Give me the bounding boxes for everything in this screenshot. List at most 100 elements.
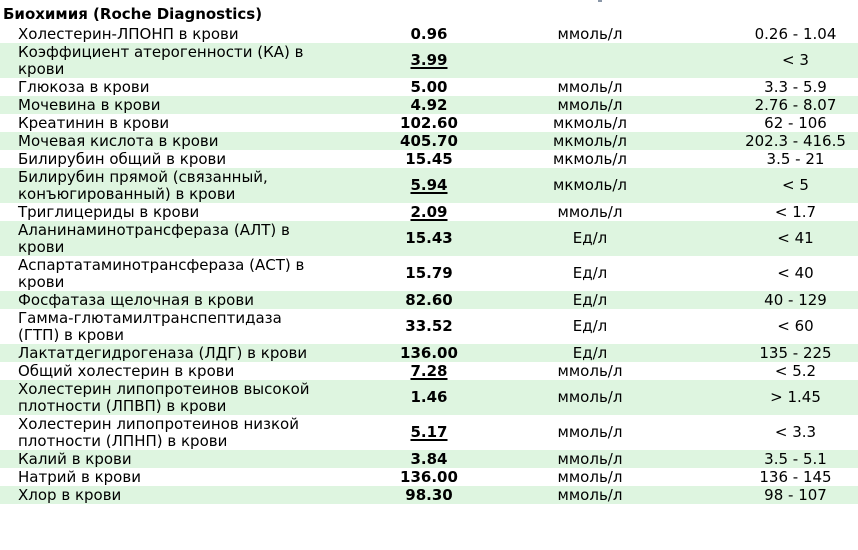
test-value: 2.09 [410, 203, 448, 221]
test-unit: мкмоль/л [553, 176, 627, 194]
test-unit: ммоль/л [557, 450, 623, 468]
test-value: 5.00 [410, 78, 448, 96]
test-value: 102.60 [400, 114, 458, 132]
result-row: Фосфатаза щелочная в крови 82.60 Ед/л 40… [0, 291, 858, 309]
result-row: Калий в крови 3.84 ммоль/л 3.5 - 5.1 [0, 450, 858, 468]
test-value: 33.52 [405, 317, 453, 335]
test-unit: Ед/л [572, 344, 608, 362]
test-unit: мкмоль/л [553, 150, 627, 168]
reference-range: 0.26 - 1.04 [754, 25, 837, 43]
test-name: Мочевина в крови [18, 96, 161, 114]
reference-range: < 5 [782, 176, 809, 194]
test-unit: Ед/л [572, 264, 608, 282]
test-value: 7.28 [410, 362, 448, 380]
reference-range: 40 - 129 [764, 291, 827, 309]
test-value: 15.45 [405, 150, 453, 168]
reference-range: 136 - 145 [759, 468, 832, 486]
reference-range: 2.76 - 8.07 [754, 96, 837, 114]
test-name: Глюкоза в крови [18, 78, 150, 96]
reference-range: 202.3 - 416.5 [745, 132, 846, 150]
result-row: Глюкоза в крови 5.00 ммоль/л 3.3 - 5.9 [0, 78, 858, 96]
test-name: Натрий в крови [18, 468, 141, 486]
reference-range: < 40 [777, 264, 814, 282]
test-name: Аспартатаминотрансфераза (АСТ) в крови [18, 256, 305, 291]
reference-range: 3.5 - 21 [766, 150, 825, 168]
test-name: Мочевая кислота в крови [18, 132, 219, 150]
reference-range: < 5.2 [774, 362, 817, 380]
test-unit: ммоль/л [557, 25, 623, 43]
test-value: 98.30 [405, 486, 453, 504]
reference-range: < 41 [777, 229, 814, 247]
result-row: Мочевая кислота в крови 405.70 мкмоль/л … [0, 132, 858, 150]
result-row: Хлор в крови 98.30 ммоль/л 98 - 107 [0, 486, 858, 504]
test-value: 3.84 [410, 450, 448, 468]
results-table-body: Холестерин-ЛПОНП в крови 0.96 ммоль/л 0.… [0, 25, 858, 504]
result-row: Натрий в крови 136.00 ммоль/л 136 - 145 [0, 468, 858, 486]
test-unit: ммоль/л [557, 96, 623, 114]
result-row: Триглицериды в крови 2.09 ммоль/л < 1.7 [0, 203, 858, 221]
clipped-glyph-artifact [598, 0, 602, 2]
result-row: Общий холестерин в крови 7.28 ммоль/л < … [0, 362, 858, 380]
reference-range: < 3.3 [774, 423, 817, 441]
test-value: 15.79 [405, 264, 453, 282]
test-unit: ммоль/л [557, 78, 623, 96]
test-value: 4.92 [410, 96, 448, 114]
test-name: Фосфатаза щелочная в крови [18, 291, 254, 309]
test-value: 82.60 [405, 291, 453, 309]
test-name: Билирубин общий в крови [18, 150, 227, 168]
result-row: Аспартатаминотрансфераза (АСТ) в крови 1… [0, 256, 858, 291]
test-unit: Ед/л [572, 291, 608, 309]
test-name: Общий холестерин в крови [18, 362, 235, 380]
reference-range: 98 - 107 [764, 486, 827, 504]
test-value: 0.96 [410, 25, 448, 43]
test-value: 15.43 [405, 229, 453, 247]
test-value: 5.17 [410, 423, 448, 441]
test-unit: ммоль/л [557, 203, 623, 221]
result-row: Коэффициент атерогенности (КА) в крови 3… [0, 43, 858, 78]
result-row: Лактатдегидрогеназа (ЛДГ) в крови 136.00… [0, 344, 858, 362]
result-row: Холестерин липопротеинов низкой плотност… [0, 415, 858, 450]
test-name: Калий в крови [18, 450, 132, 468]
result-row: Мочевина в крови 4.92 ммоль/л 2.76 - 8.0… [0, 96, 858, 114]
test-name: Триглицериды в крови [18, 203, 200, 221]
test-unit: ммоль/л [557, 486, 623, 504]
reference-range: 3.3 - 5.9 [764, 78, 827, 96]
test-unit: Ед/л [572, 229, 608, 247]
test-name: Гамма-глютамилтранспептидаза (ГТП) в кро… [18, 309, 282, 344]
test-value: 5.94 [410, 176, 448, 194]
test-unit: ммоль/л [557, 388, 623, 406]
result-row: Билирубин общий в крови 15.45 мкмоль/л 3… [0, 150, 858, 168]
test-unit: Ед/л [572, 317, 608, 335]
section-title: Биохимия (Roche Diagnostics) [3, 5, 263, 23]
result-row: Гамма-глютамилтранспептидаза (ГТП) в кро… [0, 309, 858, 344]
lab-report-page: Биохимия (Roche Diagnostics) Холестерин-… [0, 5, 858, 504]
test-value: 136.00 [400, 344, 458, 362]
reference-range: < 3 [782, 51, 809, 69]
test-name: Коэффициент атерогенности (КА) в крови [18, 43, 304, 78]
result-row: Аланинаминотрансфераза (АЛТ) в крови 15.… [0, 221, 858, 256]
test-unit [470, 43, 710, 78]
result-row: Холестерин-ЛПОНП в крови 0.96 ммоль/л 0.… [0, 25, 858, 43]
test-unit: ммоль/л [557, 362, 623, 380]
test-unit: мкмоль/л [553, 132, 627, 150]
test-name: Холестерин-ЛПОНП в крови [18, 25, 239, 43]
reference-range: < 60 [777, 317, 814, 335]
test-value: 1.46 [410, 388, 448, 406]
test-name: Аланинаминотрансфераза (АЛТ) в крови [18, 221, 290, 256]
reference-range: 3.5 - 5.1 [764, 450, 827, 468]
result-row: Билирубин прямой (связанный, конъюгирова… [0, 168, 858, 203]
result-row: Креатинин в крови 102.60 мкмоль/л 62 - 1… [0, 114, 858, 132]
results-table: Холестерин-ЛПОНП в крови 0.96 ммоль/л 0.… [0, 25, 858, 504]
result-row: Холестерин липопротеинов высокой плотнос… [0, 380, 858, 415]
test-value: 3.99 [410, 51, 448, 69]
test-name: Креатинин в крови [18, 114, 170, 132]
test-unit: ммоль/л [557, 423, 623, 441]
reference-range: 135 - 225 [759, 344, 832, 362]
test-value: 405.70 [400, 132, 458, 150]
test-name: Холестерин липопротеинов высокой плотнос… [18, 380, 310, 415]
reference-range: > 1.45 [770, 388, 821, 406]
reference-range: < 1.7 [774, 203, 817, 221]
test-unit: ммоль/л [557, 468, 623, 486]
test-name: Хлор в крови [18, 486, 122, 504]
test-name: Лактатдегидрогеназа (ЛДГ) в крови [18, 344, 308, 362]
